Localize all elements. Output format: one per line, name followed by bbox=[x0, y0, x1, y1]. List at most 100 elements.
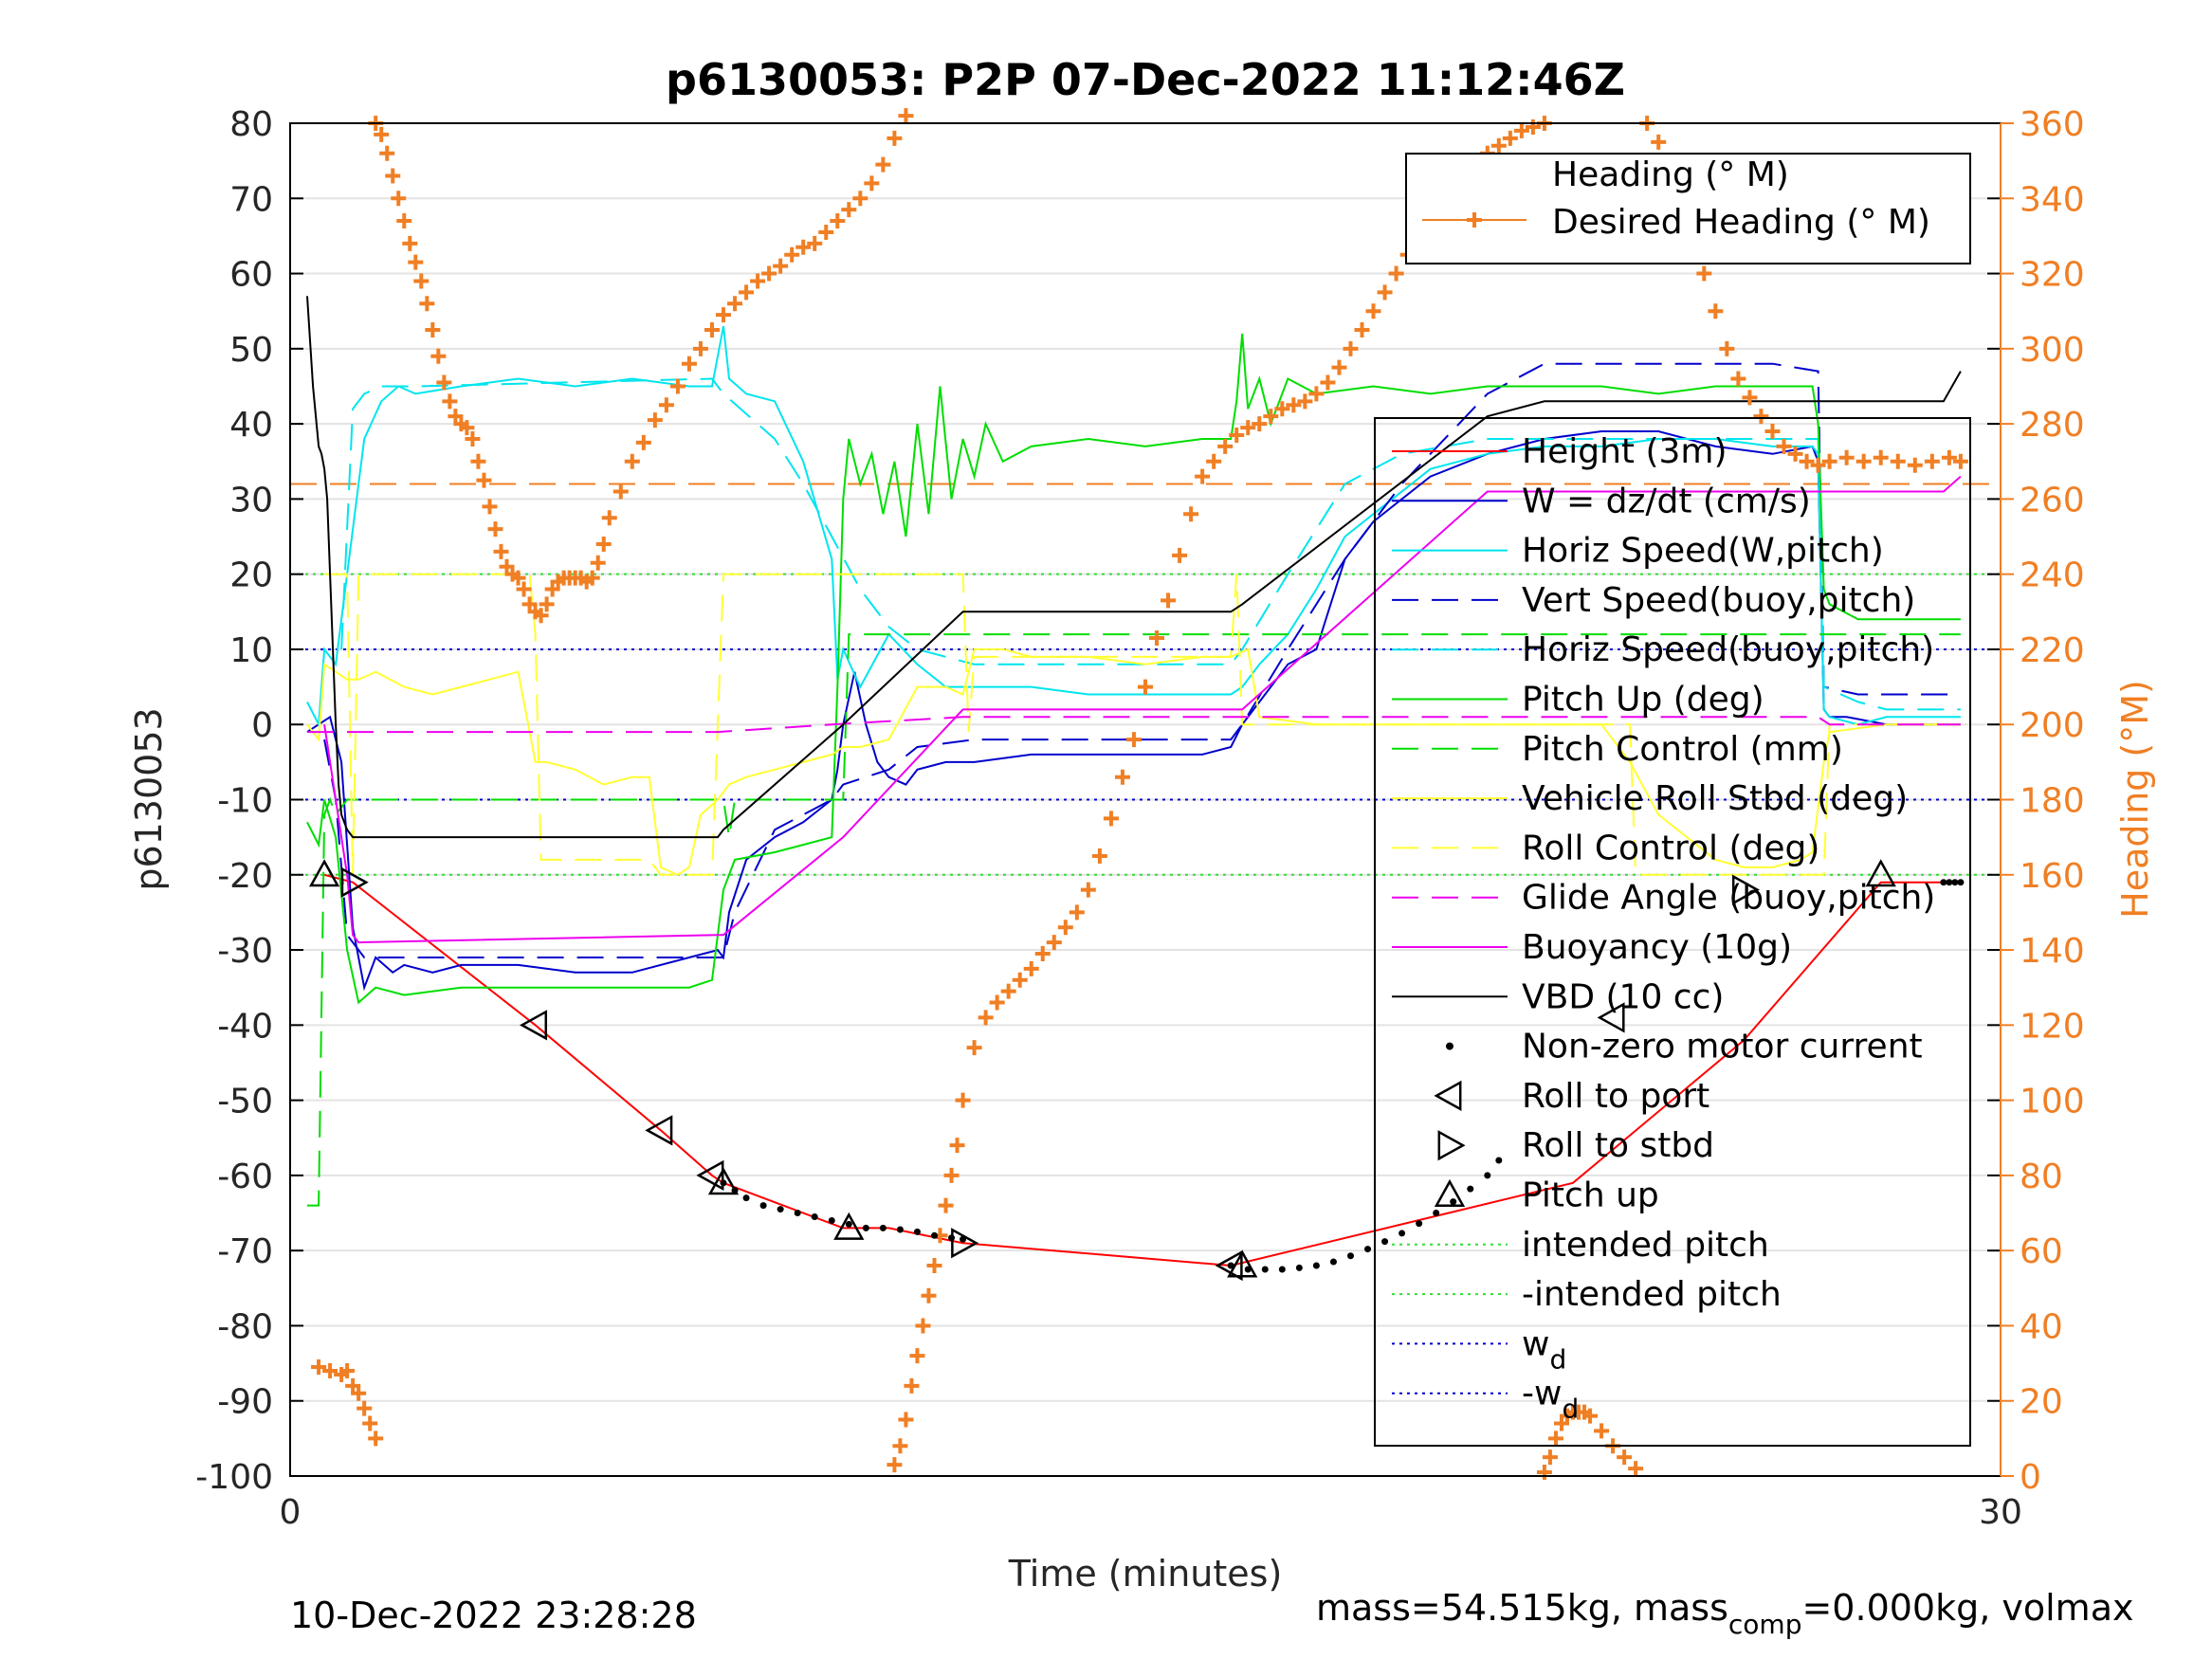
heading-point bbox=[658, 397, 674, 413]
marker-tri-up bbox=[1434, 1178, 1466, 1207]
heading-point bbox=[892, 1438, 908, 1454]
heading-point bbox=[391, 191, 407, 207]
motor-current-dot bbox=[828, 1216, 835, 1224]
motor-current-dot bbox=[879, 1224, 887, 1231]
heading-point bbox=[339, 1363, 356, 1379]
heading-point bbox=[612, 483, 629, 500]
legend-label: -intended pitch bbox=[1522, 1275, 1782, 1314]
heading-point bbox=[898, 108, 914, 124]
heading-point bbox=[926, 1258, 942, 1274]
heading-point bbox=[436, 374, 452, 391]
heading-point bbox=[727, 296, 743, 312]
y-tick-label: -10 bbox=[217, 782, 273, 821]
heading-point bbox=[1091, 848, 1107, 864]
heading-point bbox=[852, 191, 868, 207]
y-axis-ticks: 80 70 60 50 40 30 20 10 0 -10 -20 -30 -40 -50 -60 -70 -8… bbox=[195, 105, 2001, 1497]
y2-tick-label: 180 bbox=[2020, 782, 2085, 821]
heading-point bbox=[351, 1385, 367, 1401]
series-line bbox=[323, 362, 1961, 958]
heading-point bbox=[1838, 449, 1855, 465]
heading-point bbox=[1594, 1423, 1610, 1439]
heading-point bbox=[430, 348, 447, 364]
heading-point bbox=[904, 1377, 920, 1394]
motor-current-dot bbox=[1433, 1210, 1440, 1217]
y-tick-label: -90 bbox=[217, 1383, 273, 1422]
y2-tick-label: 320 bbox=[2020, 256, 2085, 295]
legend-heading-box bbox=[1405, 153, 1971, 264]
heading-point bbox=[1069, 904, 1085, 921]
marker-tri-left bbox=[696, 1159, 724, 1192]
marker-tri-up bbox=[833, 1212, 865, 1240]
y2-axis-label: Heading (°M) bbox=[2114, 680, 2156, 919]
legend-label: Roll Control (deg) bbox=[1522, 829, 1819, 867]
legend-label: Glide Angle (buoy,pitch) bbox=[1522, 879, 1935, 918]
y2-tick-label: 60 bbox=[2020, 1232, 2063, 1271]
heading-point bbox=[379, 145, 395, 161]
motor-current-dot bbox=[811, 1212, 818, 1220]
motor-current-dot bbox=[1951, 879, 1959, 886]
heading-point bbox=[1286, 397, 1302, 413]
motor-current-dot bbox=[913, 1228, 921, 1235]
heading-point bbox=[1274, 401, 1290, 417]
heading-point bbox=[1195, 468, 1211, 484]
heading-point bbox=[601, 510, 617, 526]
y-axis-label: p6130053 bbox=[128, 707, 170, 890]
heading-point bbox=[1023, 960, 1039, 976]
heading-point bbox=[1890, 453, 1906, 469]
legend-label: Roll to port bbox=[1522, 1077, 1709, 1116]
motor-current-dot bbox=[845, 1220, 852, 1228]
series-line bbox=[323, 873, 1961, 1267]
legend-label: VBD (10 cc) bbox=[1522, 977, 1724, 1016]
legend-label: Desired Heading (° M) bbox=[1552, 203, 1930, 242]
y2-tick-label: 240 bbox=[2020, 556, 2085, 595]
heading-point bbox=[493, 543, 509, 559]
y-tick-label: -50 bbox=[217, 1083, 273, 1121]
heading-point bbox=[1320, 374, 1336, 391]
y2-tick-label: 100 bbox=[2020, 1083, 2085, 1121]
motor-current-dot bbox=[1946, 879, 1953, 886]
motor-current-dot bbox=[794, 1210, 801, 1217]
heading-point bbox=[1810, 457, 1826, 473]
y2-tick-label: 40 bbox=[2020, 1307, 2063, 1346]
heading-point bbox=[887, 130, 903, 146]
motor-current-dot bbox=[1364, 1246, 1372, 1253]
heading-point bbox=[1787, 446, 1803, 462]
motor-current-dot bbox=[1450, 1198, 1457, 1206]
heading-point bbox=[1873, 449, 1889, 465]
heading-point bbox=[396, 213, 412, 229]
marker-tri-right bbox=[951, 1228, 979, 1259]
y-tick-label: 30 bbox=[229, 481, 273, 520]
heading-point bbox=[459, 420, 475, 436]
heading-point bbox=[1525, 118, 1541, 135]
y-tick-label: 60 bbox=[229, 256, 273, 295]
motor-current-dot bbox=[1261, 1266, 1269, 1273]
heading-point bbox=[1080, 882, 1096, 898]
series-lines bbox=[306, 296, 1962, 1267]
heading-point bbox=[1776, 438, 1792, 454]
heading-point bbox=[470, 453, 486, 469]
heading-point bbox=[402, 235, 418, 251]
motor-current-dot bbox=[1329, 1258, 1337, 1266]
heading-point bbox=[1742, 390, 1758, 406]
y2-tick-label: 260 bbox=[2020, 481, 2085, 520]
y-tick-label: 0 bbox=[251, 706, 273, 745]
heading-point bbox=[1103, 811, 1119, 827]
heading-point bbox=[425, 322, 441, 338]
y-tick-label: 70 bbox=[229, 180, 273, 219]
legend-label: wd bbox=[1522, 1324, 1566, 1375]
heading-point bbox=[1651, 134, 1667, 150]
heading-point bbox=[898, 1412, 914, 1428]
motor-current-dot bbox=[1278, 1266, 1286, 1273]
heading-point bbox=[681, 356, 697, 372]
marker-tri-up bbox=[1227, 1249, 1258, 1278]
x-tick-label: 30 bbox=[1979, 1493, 2022, 1532]
heading-point bbox=[1297, 393, 1313, 410]
heading-point bbox=[989, 994, 1005, 1011]
y-tick-label: 40 bbox=[229, 406, 273, 445]
legend-label: Pitch up bbox=[1522, 1176, 1659, 1215]
heading-point bbox=[1719, 340, 1735, 356]
heading-point bbox=[1696, 265, 1712, 282]
y-tick-label: -20 bbox=[217, 857, 273, 896]
heading-point bbox=[841, 202, 857, 218]
